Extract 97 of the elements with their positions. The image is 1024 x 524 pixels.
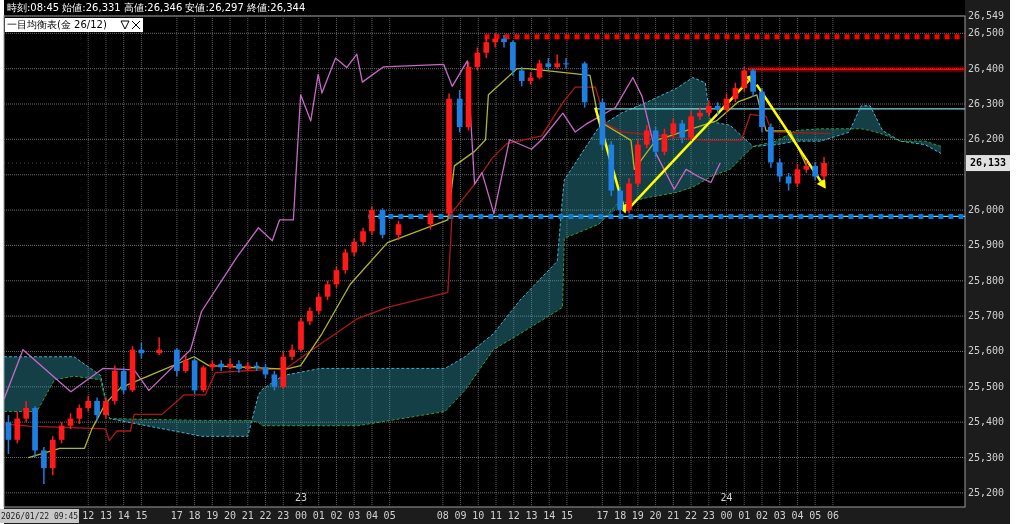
candlestick	[741, 66, 748, 93]
x-tick-label: 22	[685, 510, 698, 521]
x-tick-label: 14	[117, 510, 130, 521]
candlestick	[76, 403, 83, 425]
y-tick-label: 26,200	[968, 133, 1005, 145]
x-tick-label: 13	[525, 510, 538, 521]
candlestick	[492, 32, 498, 49]
candlestick	[218, 359, 225, 372]
candlestick	[563, 57, 569, 70]
candlestick	[697, 106, 703, 121]
y-tick-label: 25,200	[968, 486, 1005, 498]
candlestick	[23, 400, 29, 423]
y-tick-label: 26,300	[968, 98, 1005, 110]
x-tick-label: 02	[330, 510, 343, 521]
candlestick	[94, 396, 100, 422]
x-tick-label: 12	[507, 510, 520, 521]
x-tick-label: 17	[596, 510, 609, 521]
candlestick	[483, 36, 490, 59]
x-tick-label: 04	[365, 510, 378, 521]
x-tick-label: 15	[135, 510, 148, 521]
candlestick	[554, 53, 561, 70]
x-tick-label: 01	[312, 510, 325, 521]
x-tick-label: 13	[99, 510, 112, 521]
candlestick	[120, 366, 127, 395]
candlestick	[518, 66, 525, 88]
candlestick	[643, 124, 650, 149]
x-tick-label: 19	[631, 510, 644, 521]
x-tick-label: 02	[755, 510, 769, 521]
candlestick	[271, 370, 278, 392]
candlestick	[103, 396, 109, 420]
candlestick	[776, 158, 783, 183]
candlestick	[14, 410, 21, 445]
x-tick-label: 05	[383, 510, 396, 521]
y-tick-label: 25,700	[968, 310, 1005, 322]
x-tick-label: 11	[490, 510, 503, 521]
x-tick-label: 03	[348, 510, 361, 521]
candlestick	[41, 446, 47, 485]
y-tick-label: 26,400	[968, 62, 1005, 74]
x-tick-label: 14	[543, 510, 556, 521]
line-series	[4, 128, 942, 427]
x-tick-label: 18	[188, 510, 201, 521]
line-series	[4, 53, 721, 400]
candlestick	[244, 361, 251, 372]
x-tick-label: 05	[809, 510, 822, 521]
x2-tick-label: 24	[720, 492, 733, 503]
x-tick-label: 23	[277, 510, 290, 521]
chart-subtitle: 一目均衡表(金 26/12)	[7, 19, 107, 30]
candlestick	[536, 59, 543, 81]
x-tick-label: 19	[206, 510, 219, 521]
x-tick-label: 00	[294, 510, 308, 521]
x-tick-label: 18	[614, 510, 627, 521]
y-tick-label: 26,549	[968, 10, 1005, 21]
candlestick	[732, 82, 739, 103]
candlestick	[395, 219, 402, 241]
y-tick-label: 25,900	[968, 239, 1005, 251]
x-tick-label: 12	[82, 510, 95, 521]
x-tick-label: 03	[773, 510, 786, 521]
candlestick	[5, 414, 12, 455]
x-tick-label: 21	[667, 510, 680, 521]
x-tick-label: 15	[560, 510, 573, 521]
candlestick	[679, 119, 686, 144]
candlestick	[661, 128, 668, 157]
candlestick	[369, 205, 375, 236]
x-tick-label: 08	[436, 510, 449, 521]
y-tick-label: 25,600	[968, 345, 1005, 357]
candlestick	[156, 336, 162, 356]
candlestick	[670, 117, 677, 139]
candlestick	[324, 280, 331, 301]
candlestick	[688, 110, 694, 142]
x-tick-label: 00	[720, 510, 733, 521]
candlestick	[617, 186, 623, 218]
x-tick-label: 17	[170, 510, 183, 521]
chart-title: 時刻:08:45 始値:26,331 高値:26,346 安値:26,297 終値:26,344	[7, 2, 306, 13]
candlestick	[501, 34, 507, 49]
x-tick-label: 20	[224, 510, 237, 521]
x-tick-label: 01	[738, 510, 751, 521]
x-tick-label: 09	[454, 510, 467, 521]
y-tick-label: 26,500	[968, 27, 1005, 39]
candlestick	[315, 292, 322, 316]
x-tick-label: 04	[791, 510, 804, 521]
y-tick-label: 25,300	[968, 451, 1005, 463]
x-tick-label: 22	[259, 510, 272, 521]
x-tick-label: 23	[702, 510, 715, 521]
candlestick	[174, 347, 180, 377]
candlestick	[794, 163, 801, 188]
candlestick	[821, 156, 827, 181]
candlestick	[750, 67, 756, 98]
x2-tick-label: 23	[294, 492, 308, 503]
candlestick	[342, 248, 349, 275]
y-tick-label: 25,400	[968, 416, 1005, 428]
y-tick-label: 26,000	[968, 204, 1005, 216]
y-tick-label: 25,500	[968, 380, 1005, 392]
x-tick-label: 20	[649, 510, 662, 521]
x-tick-label: 21	[241, 510, 254, 521]
x-tick-label: 10	[472, 510, 485, 521]
y-tick-label: 25,800	[968, 274, 1005, 286]
x-tick-label: 06	[826, 510, 839, 521]
